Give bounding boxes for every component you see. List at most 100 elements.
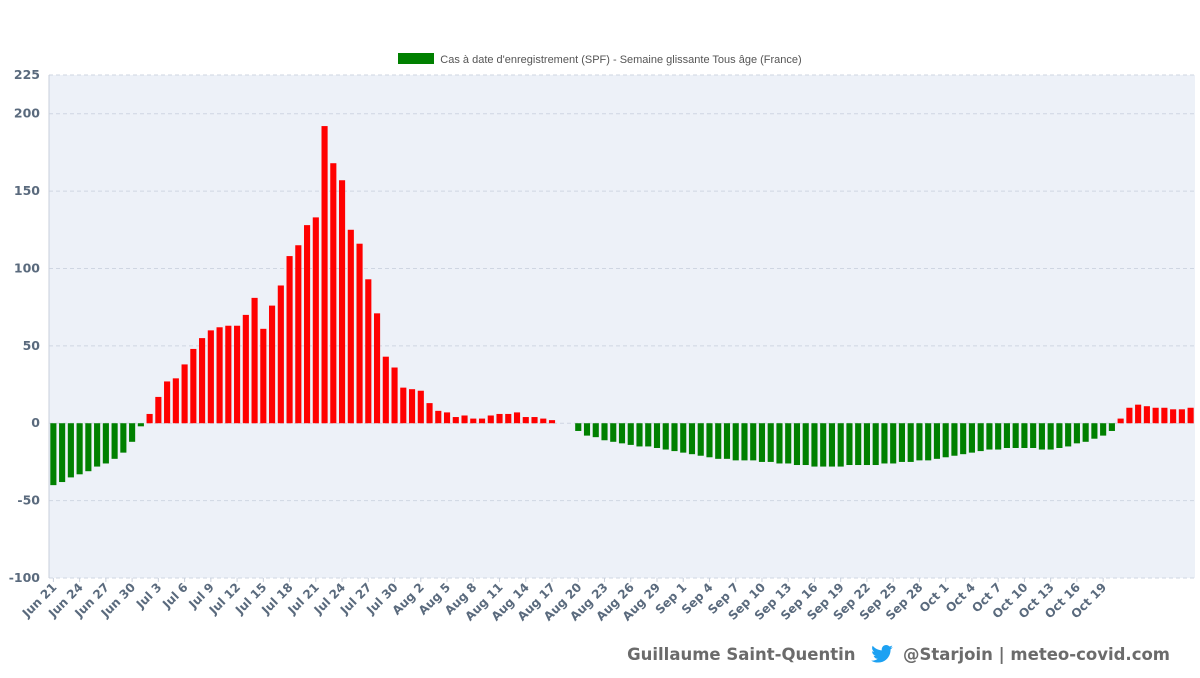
bar: [295, 245, 302, 424]
bar: [916, 423, 923, 461]
bar: [1187, 407, 1194, 424]
bar: [583, 423, 591, 436]
bar: [732, 423, 739, 461]
bar: [618, 423, 626, 444]
bar: [820, 423, 827, 467]
bar: [1117, 418, 1124, 424]
bar: [496, 413, 503, 424]
bar: [1126, 407, 1133, 424]
bar: [960, 423, 967, 455]
bar: [426, 403, 433, 424]
bar: [671, 423, 678, 452]
bar: [330, 163, 337, 424]
bar: [522, 417, 529, 424]
bar: [120, 423, 127, 453]
bar: [199, 338, 206, 424]
bar: [129, 423, 136, 442]
bar: [802, 423, 809, 466]
bar: [50, 423, 57, 486]
y-tick-label: 0: [31, 415, 40, 430]
bar: [846, 423, 853, 466]
bar: [898, 423, 906, 462]
bar: [102, 423, 109, 464]
bar: [697, 423, 704, 456]
y-tick-label: -100: [9, 570, 41, 585]
bar: [365, 279, 372, 424]
bar: [181, 364, 188, 424]
bar: [76, 423, 83, 475]
bar: [872, 423, 879, 466]
bar: [1108, 423, 1115, 431]
bar: [242, 314, 249, 424]
bar: [1143, 406, 1150, 424]
bar: [1021, 423, 1028, 448]
bar: [1091, 423, 1098, 439]
bar: [1178, 409, 1185, 424]
x-tick-label: Jul 3: [133, 580, 165, 612]
bar: [741, 423, 748, 461]
bar: [382, 356, 389, 424]
plot-area: [49, 75, 1195, 578]
bar: [478, 418, 486, 424]
bar: [312, 217, 319, 424]
bar: [1073, 423, 1080, 444]
bar: [234, 325, 241, 424]
footer-credit: Guillaume Saint-Quentin @Starjoin | mete…: [627, 645, 1170, 667]
bar: [417, 390, 424, 424]
bar: [408, 389, 416, 424]
twitter-bird-icon: [871, 645, 894, 667]
bar: [933, 423, 940, 459]
bar: [881, 423, 888, 464]
bar: [855, 423, 862, 466]
bar: [592, 423, 599, 438]
bar: [907, 423, 914, 462]
y-tick-label: -50: [17, 493, 40, 508]
x-tick-label: Jul 6: [159, 580, 191, 612]
bar: [356, 243, 363, 424]
bar: [137, 423, 144, 427]
bar: [1038, 423, 1045, 450]
bar: [995, 423, 1002, 450]
bar: [793, 423, 801, 466]
bar: [977, 423, 984, 452]
y-tick-label: 200: [14, 106, 40, 121]
bar: [776, 423, 783, 464]
bar: [59, 423, 66, 483]
bar: [225, 325, 232, 424]
bar: [164, 381, 171, 424]
bar: [251, 297, 258, 424]
bar: [1152, 407, 1159, 424]
bar: [190, 348, 197, 424]
bar: [785, 423, 792, 464]
bar: [338, 180, 346, 424]
bar: [828, 423, 836, 467]
bar: [1030, 423, 1037, 448]
bar: [111, 423, 118, 459]
bar: [575, 423, 582, 431]
legend[interactable]: Cas à date d'enregistrement (SPF) - Sema…: [0, 53, 1200, 66]
bar: [758, 423, 766, 462]
bar: [443, 412, 451, 424]
bar: [470, 418, 477, 424]
bar: [715, 423, 722, 459]
bar: [1065, 423, 1072, 447]
bar: [968, 423, 975, 453]
bar: [1170, 409, 1177, 424]
bar: [260, 328, 267, 424]
bar: [513, 412, 521, 424]
bar: [890, 423, 897, 464]
bar: [391, 367, 398, 424]
bar: [321, 126, 328, 424]
bar: [540, 418, 547, 424]
y-tick-label: 50: [23, 338, 41, 353]
bar: [1056, 423, 1063, 448]
bar: [373, 313, 381, 424]
bar: [1012, 423, 1019, 448]
bar: [601, 423, 608, 441]
bar: [67, 423, 74, 478]
bar: [94, 423, 101, 467]
bar: [400, 387, 407, 424]
bar: [269, 305, 276, 424]
bar: [1100, 423, 1107, 436]
bar: [811, 423, 818, 467]
